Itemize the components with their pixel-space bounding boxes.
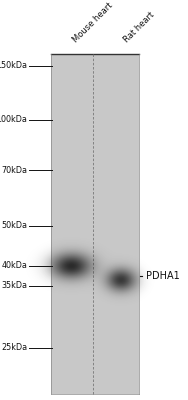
Text: 100kDa: 100kDa xyxy=(0,116,27,124)
Text: 70kDa: 70kDa xyxy=(1,166,27,174)
Text: 25kDa: 25kDa xyxy=(1,344,27,352)
Text: 150kDa: 150kDa xyxy=(0,62,27,70)
Bar xyxy=(51,54,139,394)
Text: 50kDa: 50kDa xyxy=(1,222,27,230)
Text: Mouse heart: Mouse heart xyxy=(71,0,115,44)
Text: PDHA1: PDHA1 xyxy=(146,271,180,281)
Text: Rat heart: Rat heart xyxy=(122,10,156,44)
Text: 40kDa: 40kDa xyxy=(1,262,27,270)
Text: 35kDa: 35kDa xyxy=(1,282,27,290)
